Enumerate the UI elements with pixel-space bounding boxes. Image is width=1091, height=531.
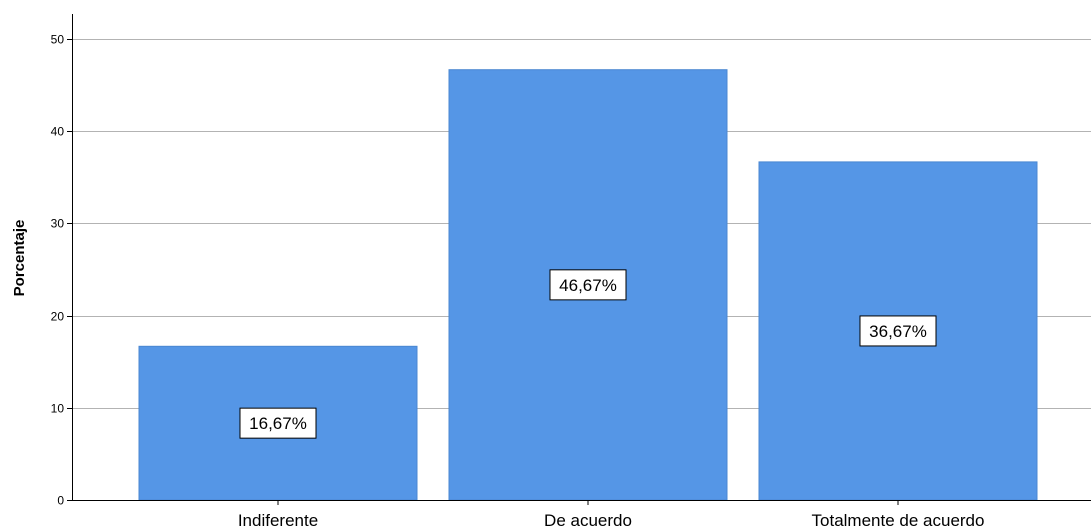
data-label: 46,67%: [559, 276, 617, 295]
x-category-label: Totalmente de acuerdo: [812, 511, 985, 530]
data-label-box: [239, 407, 317, 439]
y-tick-label: 50: [51, 33, 65, 47]
labels: 0 10 20 30 40 50 Indiferente 16,67% De acuerdo 46…: [51, 33, 985, 531]
x-category-label: De acuerdo: [544, 511, 632, 530]
data-label-box: [859, 315, 937, 347]
y-tick-label: 10: [51, 402, 65, 416]
y-tick-label: 20: [51, 310, 65, 324]
data-label: 16,67%: [249, 414, 307, 433]
x-category-label: Indiferente: [238, 511, 318, 530]
y-axis-title: Porcentaje: [11, 220, 28, 297]
y-tick-label: 40: [51, 125, 65, 139]
y-tick-label: 30: [51, 217, 65, 231]
bars: [138, 69, 1038, 501]
data-label-box: [549, 269, 627, 301]
data-label: 36,67%: [869, 322, 927, 341]
y-tick-label: 0: [57, 494, 64, 508]
axes: [67, 14, 1091, 505]
